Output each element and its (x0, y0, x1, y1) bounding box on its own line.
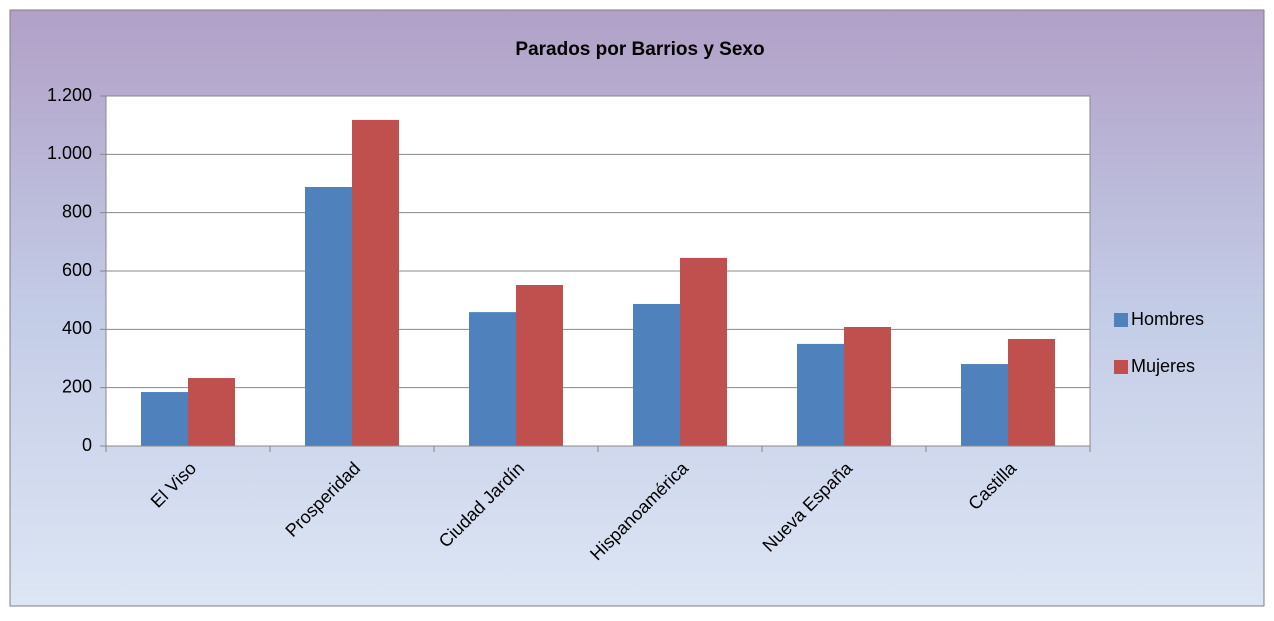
chart-title: Parados por Barrios y Sexo (515, 39, 764, 60)
bar (1008, 338, 1055, 446)
bar (352, 119, 399, 447)
bar (680, 257, 727, 446)
legend-label: Hombres (1131, 309, 1204, 329)
y-tick-label: 800 (62, 201, 92, 221)
y-tick-label: 200 (62, 376, 92, 396)
y-tick-label: 600 (62, 260, 92, 280)
y-tick-label: 1.200 (47, 85, 92, 105)
y-tick-label: 0 (82, 435, 92, 455)
bar (797, 343, 844, 446)
legend-label: Mujeres (1131, 356, 1195, 376)
bar (633, 303, 680, 446)
legend-swatch (1114, 360, 1128, 374)
bar (516, 285, 563, 446)
y-tick-label: 400 (62, 318, 92, 338)
bar (469, 312, 516, 446)
y-tick-label: 1.000 (47, 143, 92, 163)
legend-swatch (1114, 313, 1128, 327)
bar (844, 327, 891, 446)
bar (961, 364, 1008, 446)
bar (188, 378, 235, 446)
bar (305, 187, 352, 446)
bar (141, 392, 188, 446)
